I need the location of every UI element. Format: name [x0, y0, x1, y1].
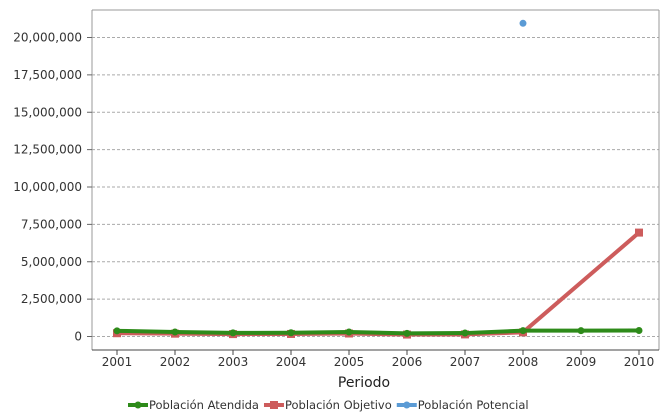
y-tick-label: 15,000,000	[13, 105, 82, 119]
x-tick-label: 2010	[624, 355, 655, 369]
x-tick-label: 2007	[450, 355, 481, 369]
series-line	[115, 328, 641, 336]
y-tick-label: 17,500,000	[13, 68, 82, 82]
series-poblaci-n-potencial	[519, 19, 527, 27]
x-axis-title: Periodo	[338, 375, 390, 391]
data-point	[635, 327, 643, 335]
data-point	[171, 328, 179, 336]
legend-item[interactable]: Población Atendida	[128, 398, 259, 412]
legend-swatch-marker	[269, 401, 278, 409]
x-tick-label: 2005	[334, 355, 365, 369]
data-point	[577, 327, 585, 335]
y-tick-label: 7,500,000	[21, 217, 82, 231]
legend-item[interactable]: Población Potencial	[396, 398, 529, 412]
y-tick-label: 12,500,000	[13, 143, 82, 157]
label-layer: 0 2,500,000 5,000,000 7,500,000 10,000,000 12…	[13, 31, 654, 370]
series-layer	[113, 19, 643, 339]
series-line	[115, 230, 641, 337]
y-tick-label: 20,000,000	[13, 31, 82, 45]
x-tick-label: 2003	[218, 355, 249, 369]
x-tick-label: 2004	[276, 355, 307, 369]
y-tick-label: 2,500,000	[21, 292, 82, 306]
legend[interactable]: Población Atendida Población Objetivo Pobl…	[128, 398, 529, 412]
x-tick-label: 2001	[102, 355, 133, 369]
data-point	[287, 329, 295, 337]
y-tick-label: 0	[74, 330, 82, 344]
x-tick-label: 2002	[160, 355, 191, 369]
x-tick-label: 2006	[392, 355, 423, 369]
data-point	[519, 327, 527, 335]
axis-layer	[87, 9, 660, 355]
data-point	[519, 19, 527, 27]
data-point	[461, 329, 469, 337]
data-point	[403, 329, 411, 337]
series-poblaci-n-atendida	[113, 327, 643, 337]
legend-swatch-marker	[403, 401, 411, 409]
legend-label: Población Potencial	[418, 398, 529, 412]
x-tick-label: 2008	[508, 355, 539, 369]
legend-item[interactable]: Población Objetivo	[263, 398, 392, 412]
y-tick-label: 5,000,000	[21, 255, 82, 269]
data-point	[635, 228, 643, 237]
grid-layer	[92, 37, 659, 337]
series-poblaci-n-objetivo	[113, 228, 643, 339]
legend-label: Población Objetivo	[285, 398, 392, 412]
data-point	[113, 327, 121, 335]
data-point	[345, 328, 353, 336]
x-tick-label: 2009	[566, 355, 597, 369]
legend-swatch-marker	[134, 401, 142, 409]
y-tick-label: 10,000,000	[13, 180, 82, 194]
legend-label: Población Atendida	[149, 398, 259, 412]
data-point	[229, 329, 237, 337]
